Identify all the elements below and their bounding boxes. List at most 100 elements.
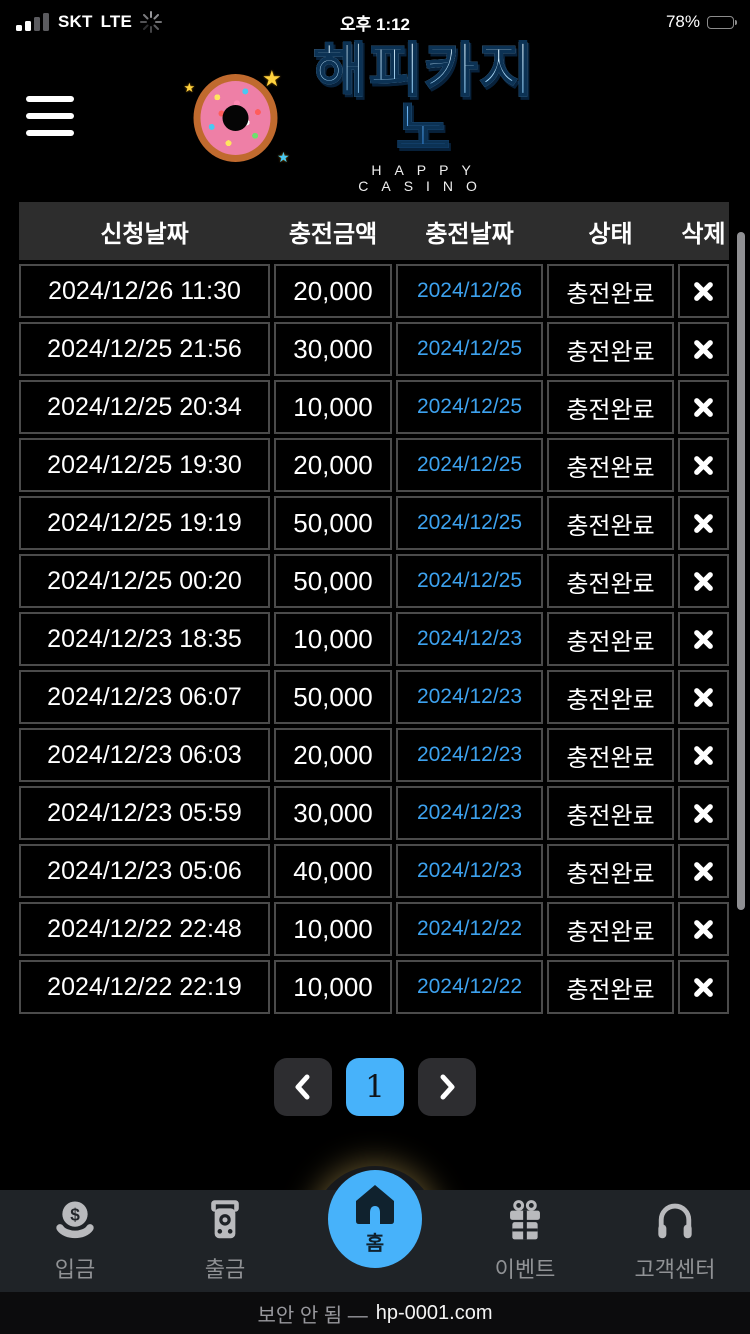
- cell-charge-date-link[interactable]: 2024/12/25: [396, 322, 543, 376]
- battery-icon: [707, 15, 737, 29]
- delete-x-icon: [694, 803, 713, 823]
- cell-status: 충전완료: [547, 322, 674, 376]
- cell-request-date: 2024/12/23 18:35: [19, 612, 270, 666]
- cell-charge-date-link[interactable]: 2024/12/25: [396, 380, 543, 434]
- cell-amount: 50,000: [274, 670, 392, 724]
- delete-button[interactable]: [680, 324, 727, 374]
- col-header-delete: 삭제: [681, 220, 726, 248]
- cell-charge-date-link[interactable]: 2024/12/25: [396, 438, 543, 492]
- cell-charge-date-link[interactable]: 2024/12/26: [396, 264, 543, 318]
- delete-button[interactable]: [680, 962, 727, 1012]
- table-row: 2024/12/23 06:07 50,000 2024/12/23 충전완료: [19, 670, 729, 724]
- cell-charge-date-link[interactable]: 2024/12/23: [396, 670, 543, 724]
- security-status-label: 보안 안 됨 —: [257, 1299, 367, 1328]
- nav-item-deposit[interactable]: $ 입금: [0, 1190, 150, 1292]
- chevron-left-icon: [295, 1074, 310, 1100]
- delete-button[interactable]: [680, 672, 727, 722]
- cell-charge-date-link[interactable]: 2024/12/25: [396, 496, 543, 550]
- delete-x-icon: [694, 571, 713, 591]
- col-header-request-date: 신청날짜: [100, 220, 189, 248]
- cell-delete: [678, 728, 729, 782]
- svg-text:$: $: [70, 1204, 80, 1224]
- cell-charge-date-link[interactable]: 2024/12/22: [396, 902, 543, 956]
- cell-amount: 30,000: [274, 322, 392, 376]
- delete-button[interactable]: [680, 614, 727, 664]
- battery-percent-label: 78%: [665, 12, 700, 31]
- cell-request-date: 2024/12/25 19:30: [19, 438, 270, 492]
- nav-item-event[interactable]: 이벤트: [450, 1190, 600, 1292]
- nav-item-support[interactable]: 고객센터: [600, 1190, 750, 1292]
- cell-delete: [678, 844, 729, 898]
- donut-logo-icon: ★ ★ ★: [184, 66, 290, 165]
- cell-delete: [678, 264, 729, 318]
- table-row: 2024/12/23 05:59 30,000 2024/12/23 충전완료: [19, 786, 729, 840]
- home-active-circle: 홈: [328, 1170, 422, 1268]
- network-activity-spinner-icon: [140, 11, 163, 33]
- cell-charge-date-link[interactable]: 2024/12/23: [396, 844, 543, 898]
- cell-charge-date-link[interactable]: 2024/12/22: [396, 960, 543, 1014]
- cell-amount: 20,000: [274, 264, 392, 318]
- delete-x-icon: [694, 919, 713, 939]
- nav-label-home: 홈: [365, 1232, 385, 1255]
- delete-x-icon: [694, 687, 713, 707]
- col-header-charge-date: 충전날짜: [425, 220, 514, 248]
- nav-item-withdraw[interactable]: 출금: [150, 1190, 300, 1292]
- cell-charge-date-link[interactable]: 2024/12/23: [396, 728, 543, 782]
- nav-item-home[interactable]: 홈: [300, 1170, 450, 1292]
- star-icon: ★: [261, 66, 282, 91]
- delete-button[interactable]: [680, 846, 727, 896]
- cell-delete: [678, 322, 729, 376]
- hamburger-menu-button[interactable]: [26, 94, 74, 138]
- hamburger-bar: [26, 130, 74, 136]
- domain-label: hp-0001.com: [375, 1301, 493, 1324]
- cash-machine-icon: [211, 1200, 239, 1239]
- delete-button[interactable]: [680, 730, 727, 780]
- deposit-history-table: 신청날짜 충전금액 충전날짜 상태 삭제 2024/12/26 11:30 20…: [19, 202, 729, 1014]
- delete-button[interactable]: [680, 498, 727, 548]
- delete-button[interactable]: [680, 556, 727, 606]
- cell-delete: [678, 496, 729, 550]
- table-row: 2024/12/25 21:56 30,000 2024/12/25 충전완료: [19, 322, 729, 376]
- cell-status: 충전완료: [547, 496, 674, 550]
- delete-x-icon: [694, 397, 713, 417]
- cell-status: 충전완료: [547, 728, 674, 782]
- table-row: 2024/12/26 11:30 20,000 2024/12/26 충전완료: [19, 264, 729, 318]
- cell-status: 충전완료: [547, 786, 674, 840]
- cell-amount: 10,000: [274, 902, 392, 956]
- cell-delete: [678, 670, 729, 724]
- delete-button[interactable]: [680, 382, 727, 432]
- prev-page-button[interactable]: [274, 1058, 332, 1116]
- delete-x-icon: [694, 513, 713, 533]
- network-type-label: LTE: [100, 12, 133, 31]
- browser-address-bar[interactable]: 보안 안 됨 — hp-0001.com: [0, 1292, 750, 1334]
- cell-delete: [678, 380, 729, 434]
- cell-status: 충전완료: [547, 554, 674, 608]
- delete-button[interactable]: [680, 904, 727, 954]
- cell-status: 충전완료: [547, 902, 674, 956]
- next-page-button[interactable]: [418, 1058, 476, 1116]
- cell-charge-date-link[interactable]: 2024/12/25: [396, 554, 543, 608]
- cell-amount: 10,000: [274, 960, 392, 1014]
- cell-delete: [678, 438, 729, 492]
- cell-status: 충전완료: [547, 844, 674, 898]
- delete-button[interactable]: [680, 788, 727, 838]
- logo-title: 해피카지노: [292, 41, 557, 159]
- delete-x-icon: [694, 455, 713, 475]
- delete-button[interactable]: [680, 440, 727, 490]
- cell-request-date: 2024/12/23 06:03: [19, 728, 270, 782]
- cell-request-date: 2024/12/23 05:06: [19, 844, 270, 898]
- cell-charge-date-link[interactable]: 2024/12/23: [396, 786, 543, 840]
- logo-home-link[interactable]: ★ ★ ★ 해피카지노 HAPPY CASINO: [184, 41, 563, 195]
- cell-charge-date-link[interactable]: 2024/12/23: [396, 612, 543, 666]
- chevron-right-icon: [440, 1074, 455, 1100]
- separator-dash: —: [347, 1304, 368, 1327]
- nav-label-withdraw: 출금: [204, 1257, 246, 1282]
- cell-request-date: 2024/12/25 20:34: [19, 380, 270, 434]
- page-number-button[interactable]: 1: [346, 1058, 404, 1116]
- carrier-label: SKT: [58, 12, 93, 31]
- table-row: 2024/12/25 19:30 20,000 2024/12/25 충전완료: [19, 438, 729, 492]
- status-bar-right: 78%: [665, 12, 737, 32]
- scrollbar-thumb[interactable]: [737, 232, 745, 910]
- cell-request-date: 2024/12/23 06:07: [19, 670, 270, 724]
- delete-button[interactable]: [680, 266, 727, 316]
